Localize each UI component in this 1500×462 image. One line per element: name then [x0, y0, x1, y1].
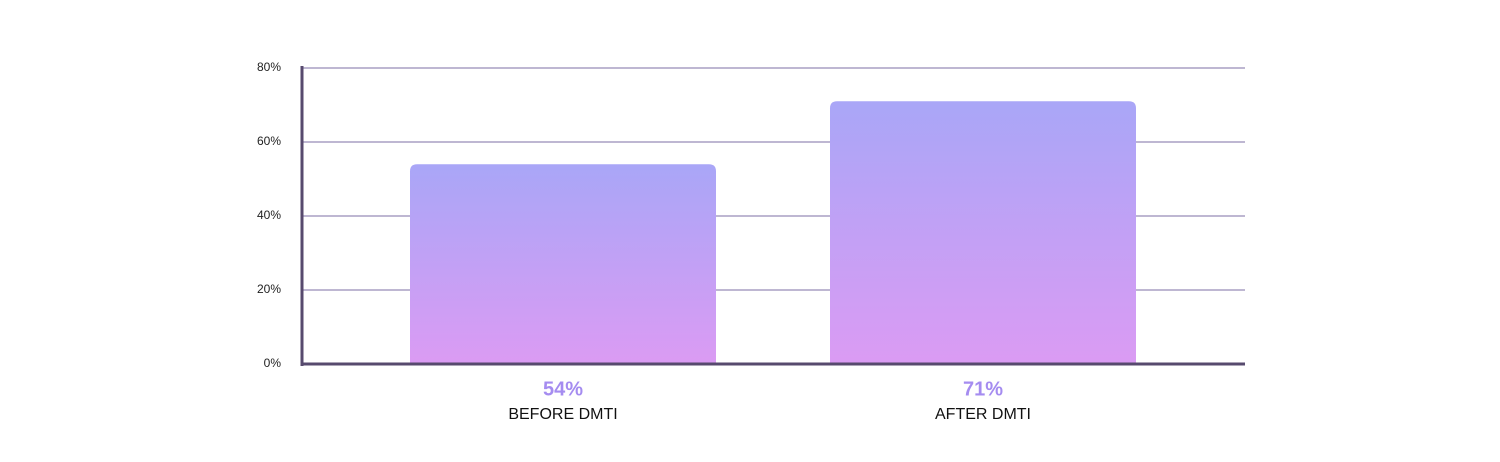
value-label: 54%	[543, 378, 583, 400]
x-tick-label: AFTER DMTI	[935, 406, 1031, 423]
bar	[410, 164, 716, 364]
y-tick-label: 40%	[257, 208, 281, 222]
y-tick-label: 60%	[257, 134, 281, 148]
bar	[830, 101, 1136, 365]
y-tick-label: 0%	[264, 356, 282, 370]
x-tick-label: BEFORE DMTI	[508, 406, 617, 423]
value-label: 71%	[963, 378, 1003, 400]
y-tick-label: 20%	[257, 282, 281, 296]
y-tick-label: 80%	[257, 60, 281, 74]
